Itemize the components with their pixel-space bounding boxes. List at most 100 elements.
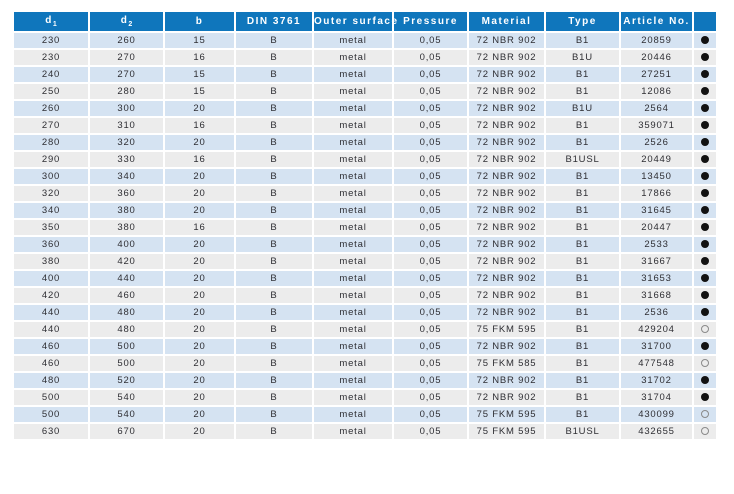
cell-d1: 500 <box>14 390 88 405</box>
cell-article-no: 20447 <box>621 220 692 235</box>
filled-dot-icon <box>701 87 709 96</box>
cell-din: B <box>236 220 312 235</box>
cell-type: B1 <box>546 373 619 388</box>
cell-d2: 500 <box>90 339 163 354</box>
cell-type: B1 <box>546 67 619 82</box>
filled-dot-icon <box>701 206 709 215</box>
cell-d2: 300 <box>90 101 163 116</box>
cell-availability <box>694 220 716 235</box>
cell-availability <box>694 101 716 116</box>
cell-material: 72 NBR 902 <box>469 237 544 252</box>
cell-pressure: 0,05 <box>394 271 467 286</box>
header-d1: d1 <box>14 12 88 31</box>
cell-availability <box>694 322 716 337</box>
cell-b: 16 <box>165 152 234 167</box>
cell-outer-surface: metal <box>314 50 392 65</box>
cell-pressure: 0,05 <box>394 33 467 48</box>
cell-material: 72 NBR 902 <box>469 186 544 201</box>
cell-d1: 440 <box>14 322 88 337</box>
cell-availability <box>694 254 716 269</box>
cell-availability <box>694 424 716 439</box>
cell-d1: 460 <box>14 356 88 371</box>
cell-material: 72 NBR 902 <box>469 305 544 320</box>
cell-b: 16 <box>165 118 234 133</box>
cell-din: B <box>236 271 312 286</box>
cell-article-no: 20446 <box>621 50 692 65</box>
cell-din: B <box>236 424 312 439</box>
cell-availability <box>694 356 716 371</box>
cell-article-no: 31702 <box>621 373 692 388</box>
cell-din: B <box>236 186 312 201</box>
cell-b: 20 <box>165 305 234 320</box>
cell-outer-surface: metal <box>314 254 392 269</box>
cell-material: 72 NBR 902 <box>469 271 544 286</box>
cell-article-no: 432655 <box>621 424 692 439</box>
cell-d1: 630 <box>14 424 88 439</box>
cell-material: 72 NBR 902 <box>469 135 544 150</box>
cell-article-no: 12086 <box>621 84 692 99</box>
cell-pressure: 0,05 <box>394 50 467 65</box>
cell-material: 72 NBR 902 <box>469 84 544 99</box>
cell-d1: 320 <box>14 186 88 201</box>
cell-article-no: 2533 <box>621 237 692 252</box>
cell-d1: 290 <box>14 152 88 167</box>
cell-pressure: 0,05 <box>394 322 467 337</box>
cell-b: 20 <box>165 237 234 252</box>
cell-pressure: 0,05 <box>394 186 467 201</box>
header-d2-subscript: 2 <box>128 21 133 28</box>
cell-article-no: 20449 <box>621 152 692 167</box>
cell-d2: 280 <box>90 84 163 99</box>
cell-article-no: 2526 <box>621 135 692 150</box>
cell-pressure: 0,05 <box>394 152 467 167</box>
cell-article-no: 31645 <box>621 203 692 218</box>
cell-availability <box>694 67 716 82</box>
cell-type: B1 <box>546 322 619 337</box>
cell-b: 20 <box>165 339 234 354</box>
cell-article-no: 359071 <box>621 118 692 133</box>
filled-dot-icon <box>701 138 709 147</box>
filled-dot-icon <box>701 274 709 283</box>
open-dot-icon <box>701 410 709 419</box>
filled-dot-icon <box>701 393 709 402</box>
cell-pressure: 0,05 <box>394 356 467 371</box>
cell-din: B <box>236 33 312 48</box>
cell-d1: 300 <box>14 169 88 184</box>
filled-dot-icon <box>701 240 709 249</box>
cell-b: 15 <box>165 67 234 82</box>
cell-material: 72 NBR 902 <box>469 152 544 167</box>
cell-material: 75 FKM 585 <box>469 356 544 371</box>
cell-type: B1U <box>546 50 619 65</box>
cell-type: B1 <box>546 169 619 184</box>
cell-d2: 270 <box>90 50 163 65</box>
cell-type: B1 <box>546 407 619 422</box>
cell-material: 75 FKM 595 <box>469 322 544 337</box>
cell-b: 20 <box>165 186 234 201</box>
cell-d1: 230 <box>14 33 88 48</box>
cell-din: B <box>236 407 312 422</box>
cell-din: B <box>236 118 312 133</box>
cell-pressure: 0,05 <box>394 373 467 388</box>
cell-d2: 540 <box>90 407 163 422</box>
filled-dot-icon <box>701 308 709 317</box>
cell-d1: 260 <box>14 101 88 116</box>
cell-outer-surface: metal <box>314 118 392 133</box>
cell-b: 20 <box>165 271 234 286</box>
cell-outer-surface: metal <box>314 305 392 320</box>
cell-pressure: 0,05 <box>394 67 467 82</box>
cell-material: 72 NBR 902 <box>469 33 544 48</box>
cell-d1: 270 <box>14 118 88 133</box>
cell-outer-surface: metal <box>314 271 392 286</box>
cell-outer-surface: metal <box>314 237 392 252</box>
cell-availability <box>694 152 716 167</box>
header-pressure: Pressure <box>394 12 467 31</box>
cell-b: 20 <box>165 322 234 337</box>
cell-d2: 380 <box>90 220 163 235</box>
cell-type: B1 <box>546 237 619 252</box>
cell-article-no: 2564 <box>621 101 692 116</box>
cell-d2: 400 <box>90 237 163 252</box>
cell-pressure: 0,05 <box>394 220 467 235</box>
